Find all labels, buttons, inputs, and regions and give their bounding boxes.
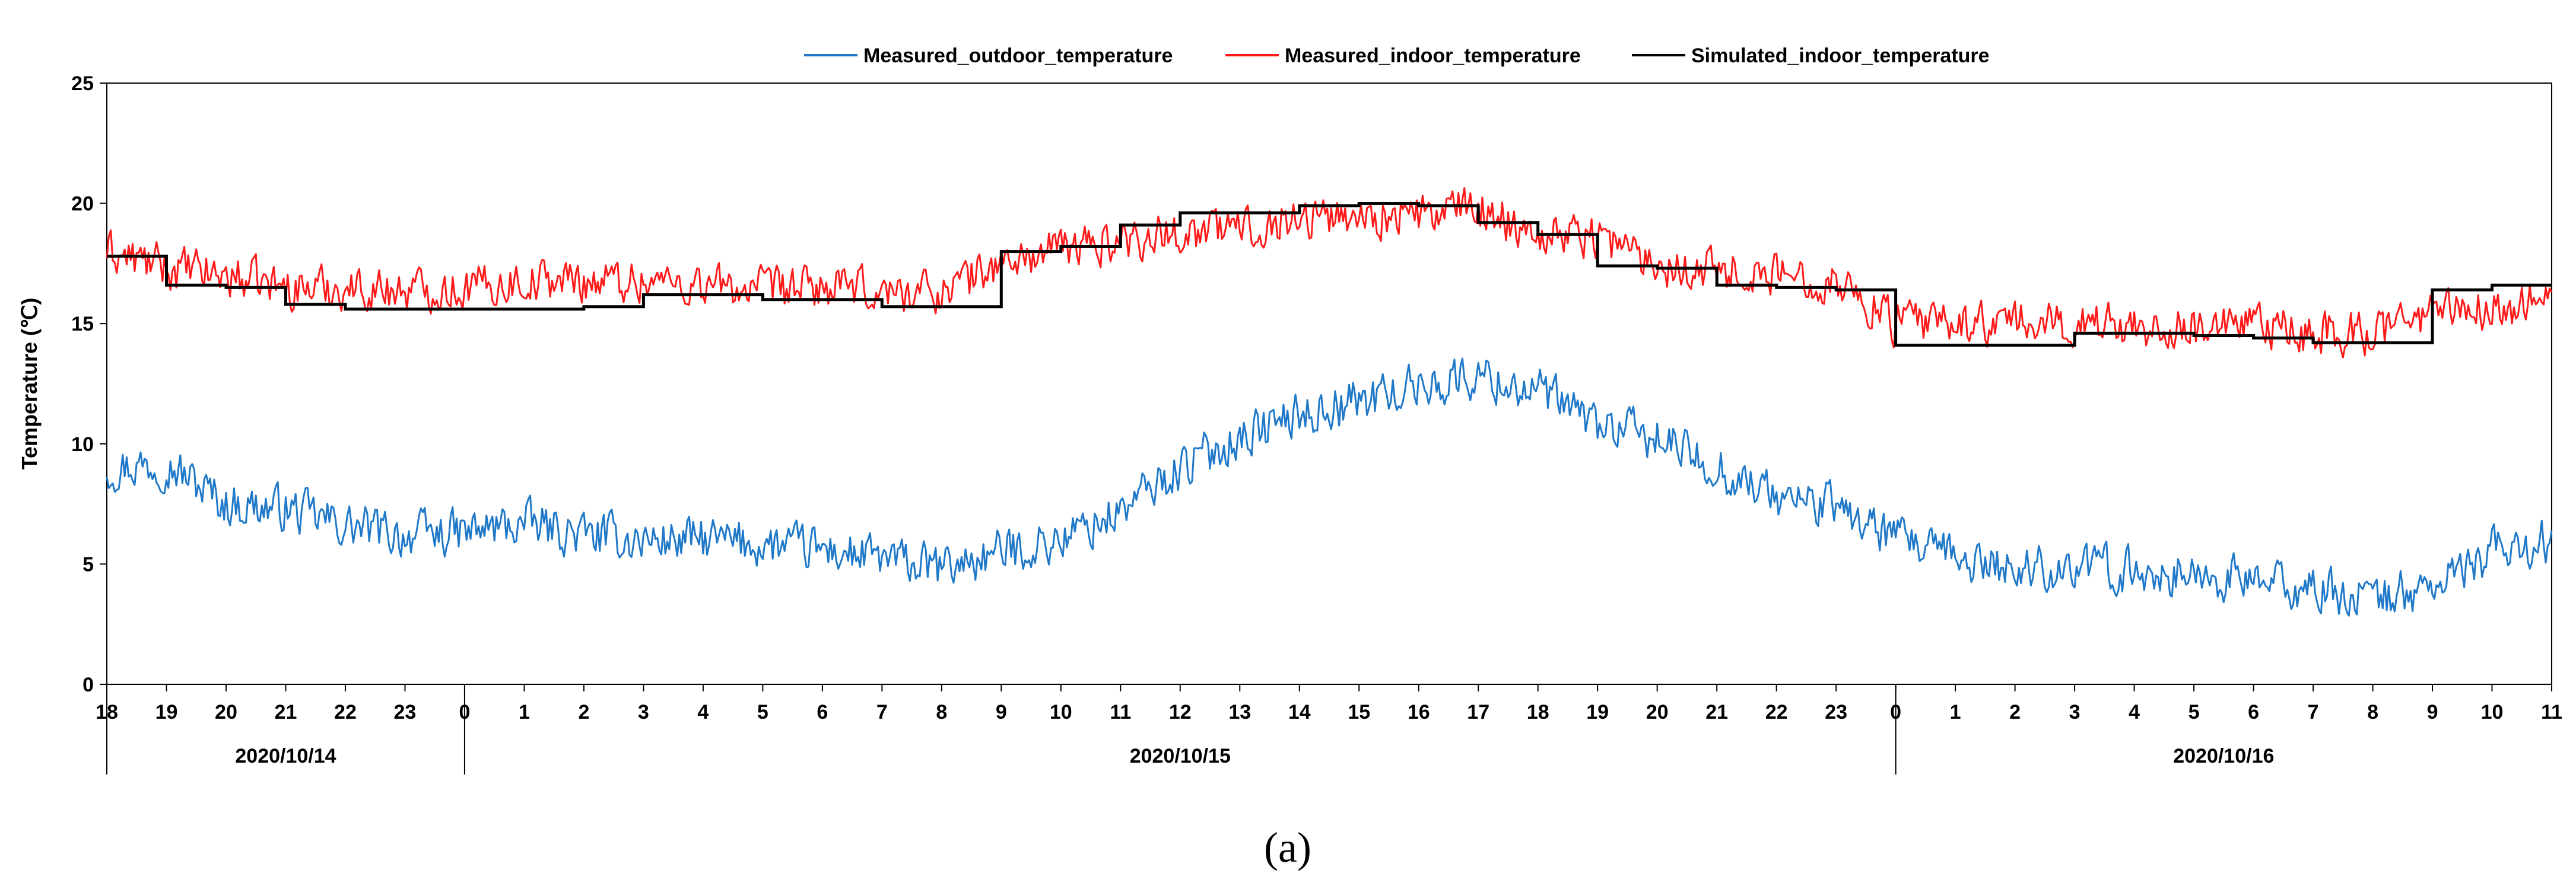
y-tick-label: 25	[71, 72, 94, 95]
x-tick-label: 2	[578, 701, 589, 723]
x-tick-label: 1	[1950, 701, 1961, 723]
x-tick-label: 7	[876, 701, 888, 723]
x-tick-label: 14	[1288, 701, 1311, 723]
legend-label: Measured_indoor_temperature	[1285, 45, 1581, 67]
date-label: 2020/10/16	[2173, 745, 2274, 767]
series-lines	[106, 187, 2553, 617]
x-tick-label: 4	[697, 701, 709, 723]
x-tick-label: 17	[1467, 701, 1489, 723]
x-tick-label: 21	[1705, 701, 1728, 723]
x-tick-label: 20	[215, 701, 237, 723]
x-tick-label: 11	[2541, 701, 2562, 723]
x-tick-label: 5	[2189, 701, 2200, 723]
x-tick-label: 23	[1825, 701, 1847, 723]
x-tick-label: 10	[2481, 701, 2504, 723]
plot-area	[106, 82, 2552, 685]
x-tick-label: 9	[2427, 701, 2438, 723]
x-tick-label: 6	[817, 701, 828, 723]
x-tick-label: 6	[2248, 701, 2259, 723]
series-simulated-indoor	[107, 202, 2552, 347]
x-tick-label: 8	[2367, 701, 2378, 723]
x-tick-label: 20	[1646, 701, 1669, 723]
x-axis: 18 19 20 21 22 23 0 1 2 3 4 5 6 7 8 9 10 11 12 13 14 15 16 17 18…	[96, 684, 2562, 723]
y-tick-label: 5	[82, 553, 94, 576]
y-tick-label: 20	[71, 193, 94, 215]
series-measured-outdoor	[106, 357, 2553, 617]
x-tick-label: 15	[1348, 701, 1370, 723]
x-tick-label: 3	[2069, 701, 2081, 723]
y-tick-label: 15	[71, 313, 94, 335]
x-tick-label: 2	[2009, 701, 2021, 723]
x-tick-label: 19	[155, 701, 178, 723]
x-tick-label: 16	[1408, 701, 1430, 723]
x-tick-label: 19	[1586, 701, 1609, 723]
x-tick-label: 7	[2308, 701, 2319, 723]
x-tick-label: 8	[936, 701, 947, 723]
date-label: 2020/10/14	[235, 745, 336, 767]
date-axis: 2020/10/14 2020/10/15 2020/10/16	[106, 684, 2274, 775]
x-tick-label: 21	[275, 701, 297, 723]
legend-label: Measured_outdoor_temperature	[863, 45, 1173, 67]
x-tick-label: 10	[1050, 701, 1072, 723]
date-label: 2020/10/15	[1130, 745, 1231, 767]
series-measured-indoor	[106, 187, 2553, 358]
x-tick-label: 22	[1765, 701, 1788, 723]
x-tick-label: 1	[519, 701, 530, 723]
y-axis: 0 5 10 15 20 25	[71, 72, 107, 696]
x-tick-label: 23	[394, 701, 417, 723]
y-axis-label: Temperature (℃)	[17, 298, 42, 470]
y-tick-label: 0	[82, 674, 94, 696]
x-tick-label: 4	[2129, 701, 2140, 723]
x-tick-label: 13	[1228, 701, 1251, 723]
y-tick-label: 10	[71, 433, 94, 456]
x-tick-label: 5	[757, 701, 768, 723]
legend-label: Simulated_indoor_temperature	[1691, 45, 1990, 67]
x-tick-label: 22	[334, 701, 357, 723]
x-tick-label: 9	[996, 701, 1007, 723]
x-tick-label: 12	[1169, 701, 1192, 723]
x-tick-label: 11	[1110, 701, 1131, 723]
figure-caption: (a)	[1264, 824, 1311, 871]
x-tick-label: 18	[1527, 701, 1549, 723]
x-tick-label: 3	[638, 701, 649, 723]
legend: Measured_outdoor_temperature Measured_ind…	[804, 45, 1990, 67]
